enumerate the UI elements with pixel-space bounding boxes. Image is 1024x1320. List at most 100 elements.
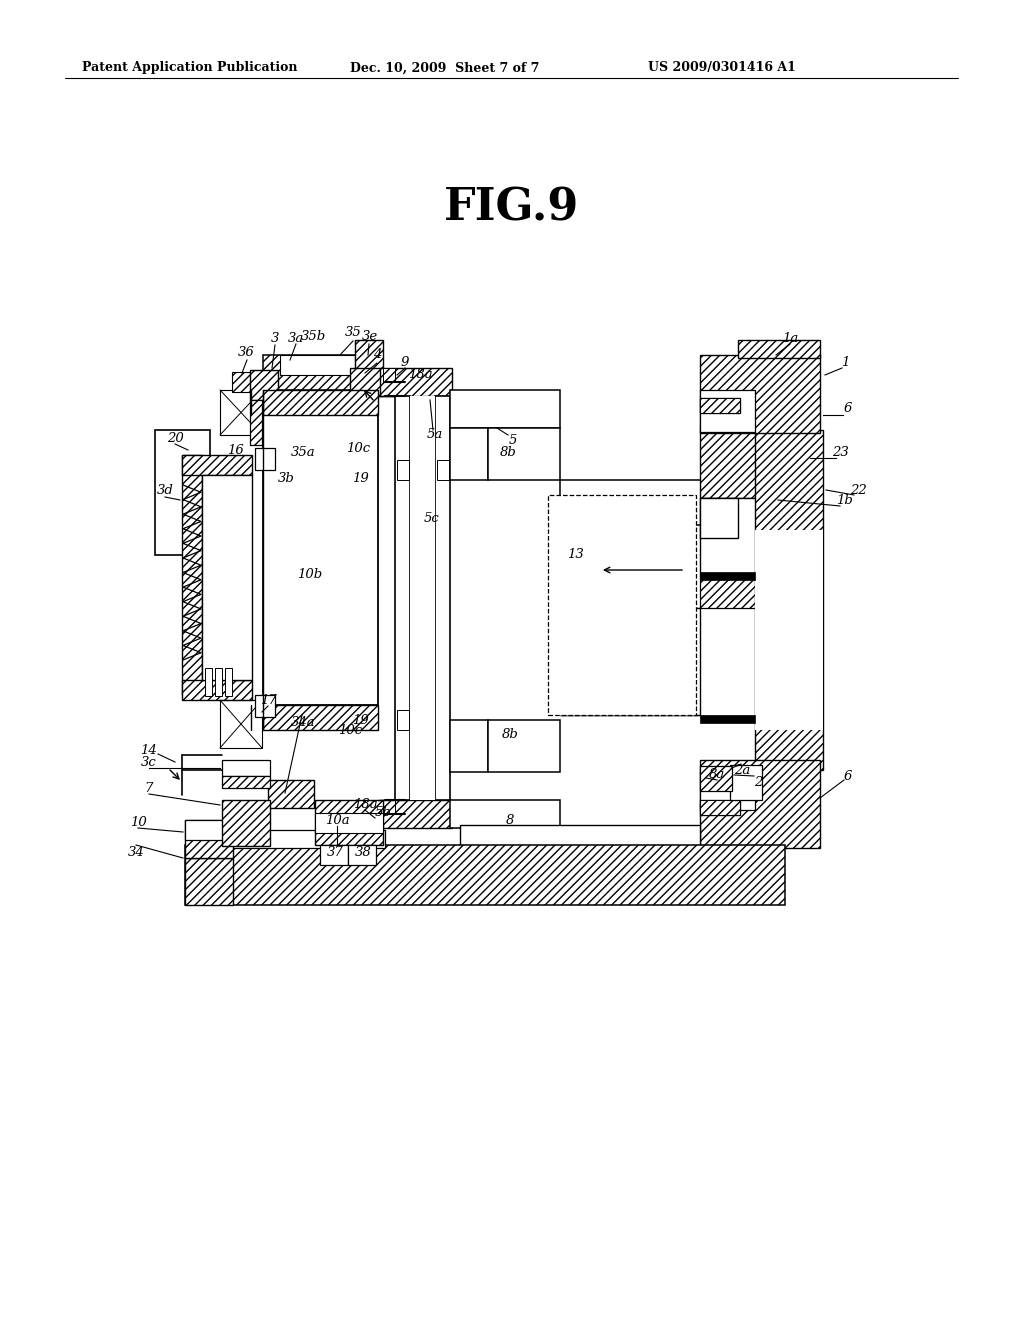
Text: Patent Application Publication: Patent Application Publication	[82, 62, 298, 74]
Bar	[700, 572, 755, 579]
Bar	[250, 400, 262, 445]
Text: 10c: 10c	[346, 441, 370, 454]
Bar	[700, 399, 740, 413]
Bar	[263, 355, 373, 389]
Text: 3a: 3a	[288, 331, 304, 345]
Text: 34a: 34a	[291, 715, 315, 729]
Text: 10a: 10a	[325, 813, 349, 826]
Text: 8b: 8b	[500, 446, 516, 458]
Bar	[700, 760, 820, 847]
Bar	[383, 800, 395, 814]
Text: 3d: 3d	[157, 483, 173, 496]
Bar	[450, 800, 560, 828]
Bar	[560, 480, 702, 525]
Bar	[700, 578, 778, 609]
Text: 1a: 1a	[782, 331, 798, 345]
Text: 6: 6	[844, 401, 852, 414]
Bar	[700, 389, 755, 432]
Text: 5b: 5b	[375, 805, 391, 818]
Text: 10c: 10c	[338, 723, 362, 737]
Bar	[232, 372, 262, 392]
Text: 36: 36	[238, 346, 254, 359]
Bar	[755, 430, 823, 770]
Text: 2a: 2a	[734, 763, 751, 776]
Text: 35a: 35a	[291, 446, 315, 458]
Text: 1: 1	[841, 355, 849, 368]
Bar	[700, 715, 755, 723]
Text: 8b: 8b	[502, 729, 518, 742]
Bar	[185, 845, 785, 906]
Text: FIG.9: FIG.9	[444, 186, 580, 230]
Text: 23: 23	[831, 446, 848, 458]
Bar	[355, 341, 383, 389]
Text: 7: 7	[144, 781, 154, 795]
Text: 35: 35	[345, 326, 361, 339]
Bar	[700, 399, 740, 413]
Bar	[348, 845, 376, 865]
Bar	[202, 475, 252, 680]
Bar	[185, 820, 233, 858]
Bar	[350, 368, 382, 396]
Text: 19: 19	[351, 714, 369, 726]
Text: US 2009/0301416 A1: US 2009/0301416 A1	[648, 62, 796, 74]
Bar	[450, 389, 560, 428]
Bar	[700, 800, 740, 814]
Text: 5c: 5c	[424, 511, 440, 524]
Bar	[488, 428, 560, 480]
Bar	[185, 858, 233, 906]
Text: 1b: 1b	[837, 494, 853, 507]
Bar	[380, 800, 452, 828]
Bar	[255, 447, 275, 470]
Bar	[182, 680, 252, 700]
Bar	[397, 710, 409, 730]
Text: 3: 3	[270, 331, 280, 345]
Bar	[263, 389, 378, 414]
Bar	[700, 766, 732, 791]
Bar	[222, 760, 270, 776]
Bar	[383, 368, 395, 381]
Text: 3e: 3e	[361, 330, 378, 343]
Text: Dec. 10, 2009  Sheet 7 of 7: Dec. 10, 2009 Sheet 7 of 7	[350, 62, 540, 74]
Bar	[700, 498, 778, 578]
Bar	[185, 820, 233, 840]
Text: 8a: 8a	[709, 768, 725, 781]
Bar	[250, 370, 278, 400]
Bar	[230, 830, 385, 847]
Bar	[268, 780, 314, 808]
Text: 2: 2	[754, 776, 762, 788]
Bar	[315, 800, 383, 845]
Text: 9: 9	[400, 355, 410, 368]
Bar	[700, 498, 738, 539]
Bar	[730, 766, 762, 800]
Bar	[700, 355, 820, 433]
Bar	[397, 459, 409, 480]
Bar	[255, 696, 275, 717]
Bar	[450, 719, 488, 772]
Bar	[560, 609, 700, 715]
Bar	[395, 396, 410, 800]
Text: 18a: 18a	[408, 367, 432, 380]
Bar	[280, 355, 355, 375]
Text: 18a: 18a	[352, 797, 377, 810]
Bar	[319, 845, 348, 865]
Bar	[380, 368, 452, 396]
Bar	[222, 800, 270, 846]
Bar	[222, 776, 270, 788]
Bar	[700, 770, 755, 810]
Text: 6: 6	[844, 770, 852, 783]
Text: 5a: 5a	[427, 429, 443, 441]
Bar	[460, 825, 700, 850]
Text: 16: 16	[226, 444, 244, 457]
Bar	[225, 668, 232, 696]
Bar	[155, 430, 210, 554]
Bar	[738, 341, 820, 358]
Bar	[435, 396, 450, 800]
Text: 38: 38	[354, 846, 372, 858]
Text: 10: 10	[130, 816, 146, 829]
Text: 37: 37	[327, 846, 343, 858]
Text: 22: 22	[850, 483, 866, 496]
Text: 20: 20	[167, 432, 183, 445]
Bar	[450, 428, 488, 480]
Text: 5: 5	[509, 433, 517, 446]
Text: 3b: 3b	[278, 471, 295, 484]
